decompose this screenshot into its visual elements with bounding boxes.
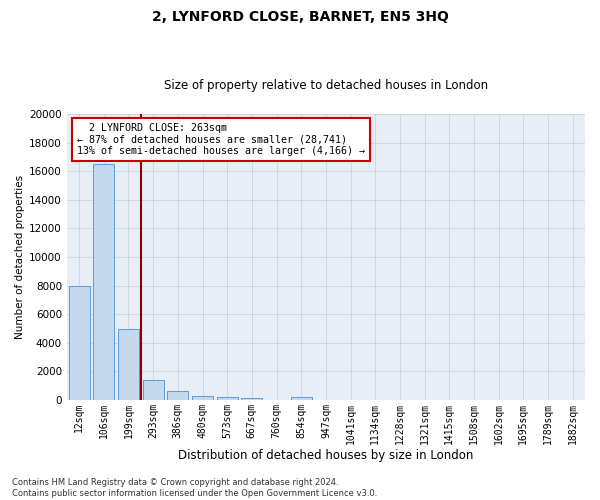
Bar <box>167 392 188 400</box>
Bar <box>217 397 238 400</box>
Text: Contains HM Land Registry data © Crown copyright and database right 2024.
Contai: Contains HM Land Registry data © Crown c… <box>12 478 377 498</box>
Bar <box>241 398 262 400</box>
Bar <box>118 328 139 400</box>
Bar <box>192 396 213 400</box>
Bar <box>68 286 89 400</box>
Bar <box>94 164 114 400</box>
Bar <box>291 397 311 400</box>
Bar <box>143 380 164 400</box>
X-axis label: Distribution of detached houses by size in London: Distribution of detached houses by size … <box>178 450 473 462</box>
Text: 2, LYNFORD CLOSE, BARNET, EN5 3HQ: 2, LYNFORD CLOSE, BARNET, EN5 3HQ <box>152 10 448 24</box>
Y-axis label: Number of detached properties: Number of detached properties <box>15 175 25 339</box>
Title: Size of property relative to detached houses in London: Size of property relative to detached ho… <box>164 79 488 92</box>
Text: 2 LYNFORD CLOSE: 263sqm
← 87% of detached houses are smaller (28,741)
13% of sem: 2 LYNFORD CLOSE: 263sqm ← 87% of detache… <box>77 122 365 156</box>
